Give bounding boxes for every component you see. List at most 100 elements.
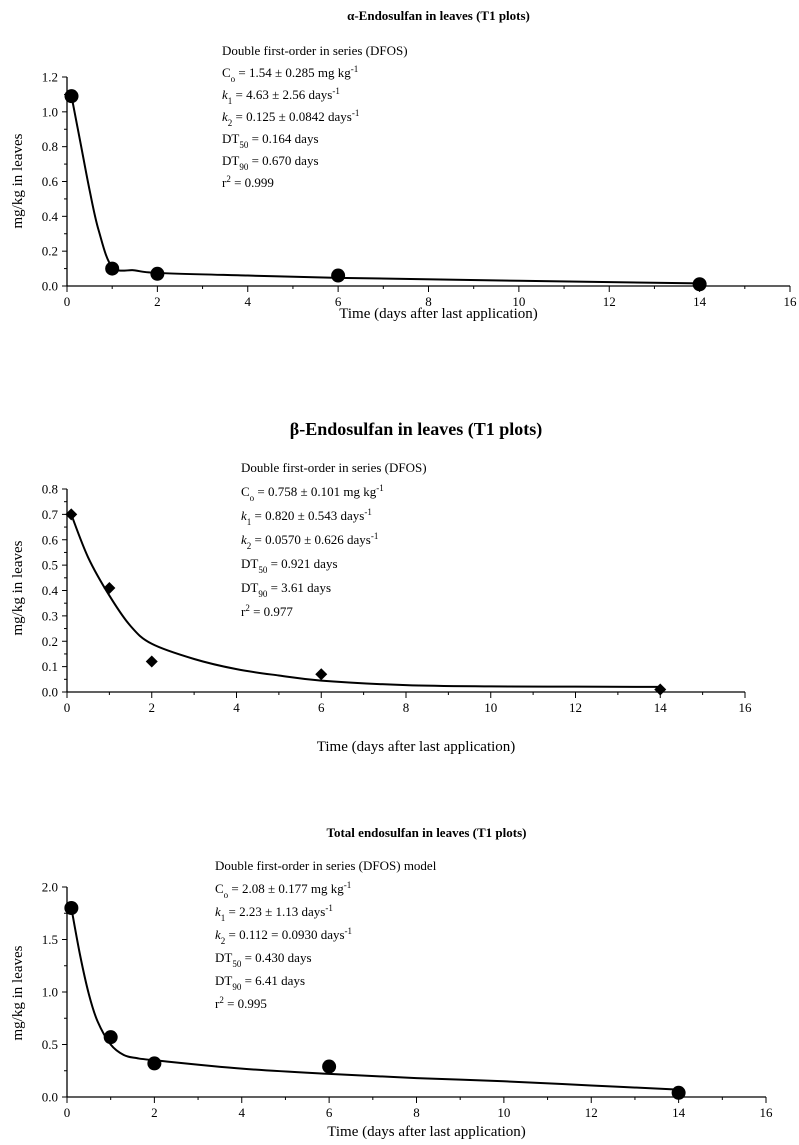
x-tick-label: 16 [760, 1105, 774, 1120]
annotation-text: = 2.08 ± 0.177 mg kg [228, 881, 344, 896]
data-point [150, 266, 165, 281]
annotation-line: DT50 = 0.921 days [241, 556, 338, 575]
annotation-text: Double first-order in series (DFOS) [241, 460, 427, 475]
y-tick-label: 0.0 [42, 279, 58, 294]
annotation-sup: -1 [376, 483, 384, 493]
annotation-text: C [241, 484, 250, 499]
annotation-sup: -1 [332, 86, 340, 96]
data-point [322, 1059, 337, 1074]
annotation-sup: -1 [364, 507, 372, 517]
annotation-line: DT50 = 0.164 days [222, 131, 319, 150]
x-tick-label: 10 [497, 1105, 510, 1120]
annotation-text: = 4.63 ± 2.56 days [232, 87, 332, 102]
annotation-sub: 1 [228, 96, 233, 106]
annotation-text: k [241, 508, 247, 523]
data-point [64, 89, 79, 104]
annotation-text: = 0.430 days [241, 950, 311, 965]
annotation-text: k [215, 927, 221, 942]
y-tick-label: 0.8 [42, 482, 58, 497]
annotation-sub: 1 [221, 913, 226, 923]
annotation-sub: 1 [247, 517, 252, 527]
data-point [331, 268, 346, 283]
annotation-line: k2 = 0.0570 ± 0.626 days-1 [241, 531, 378, 551]
annotation-text: = 0.0570 ± 0.626 days [251, 532, 371, 547]
x-axis-label: Time (days after last application) [317, 739, 516, 755]
annotation-text: k [241, 532, 247, 547]
annotation-text: DT [241, 580, 258, 595]
annotation-line: DT50 = 0.430 days [215, 950, 312, 969]
x-axis-label: Time (days after last application) [327, 1124, 526, 1140]
annotation-sub: 2 [247, 541, 252, 551]
annotation-line: r2 = 0.995 [215, 995, 267, 1011]
x-tick-label: 14 [672, 1105, 686, 1120]
data-point [65, 508, 78, 521]
data-point [105, 261, 120, 276]
annotation-text: = 0.112 = 0.0930 days [225, 927, 344, 942]
annotation-line: Co = 0.758 ± 0.101 mg kg-1 [241, 483, 384, 503]
y-tick-label: 1.2 [42, 70, 58, 85]
annotation-text: DT [215, 973, 232, 988]
annotation-text: = 1.54 ± 0.285 mg kg [235, 65, 351, 80]
x-tick-label: 8 [413, 1105, 420, 1120]
x-tick-label: 4 [239, 1105, 246, 1120]
data-point [64, 901, 79, 915]
chart-panel-1: α-Endosulfan in leaves (T1 plots)0 2 4 6 8 10… [10, 8, 797, 322]
x-tick-label: 14 [654, 700, 668, 715]
annotation-text: k [222, 109, 228, 124]
y-tick-label: 0.2 [42, 244, 58, 259]
y-axis-label: mg/kg in leaves [10, 540, 26, 635]
annotation-sub: 50 [232, 959, 242, 969]
annotation-sub: 50 [239, 140, 249, 150]
annotation-text: k [222, 87, 228, 102]
x-tick-label: 12 [569, 700, 582, 715]
fit-curve [70, 514, 661, 688]
y-axis-label: mg/kg in leaves [10, 945, 26, 1040]
annotation-sub: o [231, 74, 236, 84]
annotation-line: k2 = 0.125 ± 0.0842 days-1 [222, 108, 359, 128]
annotation-sub: o [224, 890, 229, 900]
annotation-sub: 90 [258, 589, 268, 599]
annotation-text: = 2.23 ± 1.13 days [225, 904, 325, 919]
y-tick-label: 0.5 [42, 558, 58, 573]
annotation-sup: -1 [371, 531, 379, 541]
annotation-text: = 0.670 days [248, 153, 318, 168]
y-tick-label: 0.6 [42, 532, 59, 547]
annotation-line: DT90 = 6.41 days [215, 973, 305, 992]
y-tick-label: 0.7 [42, 507, 59, 522]
annotation-sub: 90 [239, 162, 249, 172]
annotation-text: r [222, 175, 227, 190]
y-tick-label: 0.3 [42, 608, 58, 623]
annotation-text: Double first-order in series (DFOS) [222, 43, 408, 58]
data-point [145, 655, 158, 668]
annotation-text: k [215, 904, 221, 919]
annotation-sub: 2 [221, 936, 226, 946]
y-tick-label: 0.5 [42, 1037, 58, 1052]
annotation-text: = 0.995 [224, 996, 267, 1011]
x-axis-label: Time (days after last application) [339, 306, 538, 322]
annotation-text: DT [222, 153, 239, 168]
annotation-sup: -1 [344, 880, 352, 890]
annotation-text: = 0.999 [231, 175, 274, 190]
annotation-sup: -1 [345, 926, 353, 936]
y-tick-label: 0.8 [42, 139, 58, 154]
data-point [692, 277, 707, 292]
fit-curve [70, 95, 700, 285]
y-tick-label: 1.0 [42, 104, 58, 119]
annotation-sup: 2 [219, 995, 224, 1005]
annotation-sup: -1 [351, 64, 359, 74]
annotation-line: k1 = 4.63 ± 2.56 days-1 [222, 86, 340, 106]
chart-title: Total endosulfan in leaves (T1 plots) [327, 825, 527, 840]
x-tick-label: 16 [784, 294, 798, 309]
x-tick-label: 12 [603, 294, 616, 309]
chart-panel-2: β-Endosulfan in leaves (T1 plots)0 2 4 6 8 10… [10, 419, 752, 755]
data-point [103, 581, 116, 594]
x-tick-label: 2 [154, 294, 161, 309]
annotation-line: r2 = 0.999 [222, 174, 274, 190]
annotation-text: = 0.977 [250, 604, 294, 619]
x-tick-label: 4 [233, 700, 240, 715]
annotation-text: = 0.758 ± 0.101 mg kg [254, 484, 377, 499]
x-tick-label: 12 [585, 1105, 598, 1120]
annotation-text: = 3.61 days [267, 580, 331, 595]
x-tick-label: 0 [64, 294, 71, 309]
